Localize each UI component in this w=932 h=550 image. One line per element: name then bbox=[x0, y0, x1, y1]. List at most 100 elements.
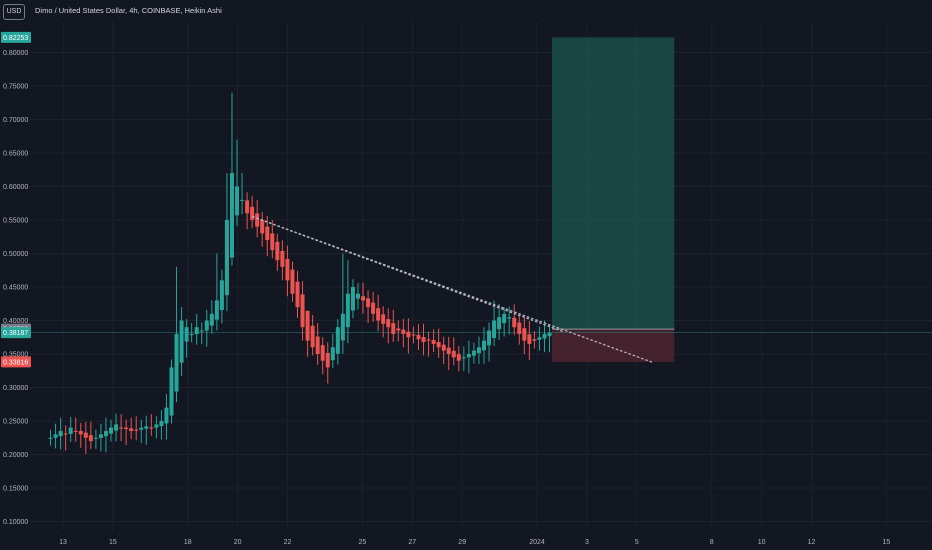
price-label-box bbox=[1, 327, 31, 339]
candle-body bbox=[270, 233, 275, 251]
currency-button[interactable]: USD bbox=[3, 4, 25, 20]
candle-body bbox=[401, 329, 406, 334]
y-tick-label: 0.40000 bbox=[3, 318, 28, 325]
candle-body bbox=[68, 427, 73, 434]
candle-body bbox=[497, 317, 502, 330]
candle-body bbox=[542, 333, 547, 339]
candle-body bbox=[310, 325, 315, 348]
candle-body bbox=[250, 206, 255, 220]
candle-body bbox=[179, 320, 184, 363]
candle-body bbox=[255, 213, 260, 227]
candle-body bbox=[532, 339, 537, 341]
candle-body bbox=[391, 323, 396, 334]
candle-body bbox=[240, 199, 245, 201]
candle-body bbox=[194, 327, 199, 335]
candle-body bbox=[219, 280, 224, 311]
candle-body bbox=[214, 300, 219, 320]
x-tick-label: 8 bbox=[710, 539, 714, 546]
candle-body bbox=[330, 347, 335, 361]
x-tick-label: 13 bbox=[59, 539, 67, 546]
candle-body bbox=[164, 407, 169, 424]
y-tick-label: 0.70000 bbox=[3, 117, 28, 124]
candle-body bbox=[124, 427, 129, 430]
y-tick-label: 0.50000 bbox=[3, 251, 28, 258]
x-tick-label: 25 bbox=[359, 539, 367, 546]
candle-body bbox=[159, 421, 164, 426]
candle-body bbox=[204, 320, 209, 331]
y-tick-label: 0.30000 bbox=[3, 385, 28, 392]
x-tick-label: 20 bbox=[234, 539, 242, 546]
candle-body bbox=[285, 258, 290, 281]
candle-body bbox=[461, 357, 466, 359]
candle-body bbox=[305, 310, 310, 341]
candle-body bbox=[350, 287, 355, 311]
candle-body bbox=[451, 350, 456, 358]
candle-body bbox=[507, 317, 512, 319]
candle-body bbox=[315, 336, 320, 354]
x-tick-label: 12 bbox=[808, 539, 816, 546]
candle-body bbox=[103, 431, 108, 437]
candles bbox=[48, 92, 552, 454]
candle-body bbox=[436, 342, 441, 348]
candle-body bbox=[371, 302, 376, 314]
candle-body bbox=[396, 328, 401, 331]
candle-body bbox=[290, 269, 295, 294]
candle-body bbox=[522, 328, 527, 341]
candle-body bbox=[381, 314, 386, 324]
candle-body bbox=[98, 434, 103, 438]
candle-body bbox=[340, 313, 345, 341]
candle-body bbox=[154, 424, 159, 428]
y-tick-label: 0.60000 bbox=[3, 184, 28, 191]
candle-body bbox=[275, 241, 280, 261]
candle-body bbox=[471, 350, 476, 356]
candle-body bbox=[144, 426, 149, 429]
target-zone bbox=[552, 37, 675, 330]
candle-body bbox=[295, 281, 300, 308]
candle-body bbox=[189, 333, 194, 335]
candle-body bbox=[411, 334, 416, 336]
trendline bbox=[251, 215, 653, 363]
candle-body bbox=[325, 352, 330, 368]
candle-body bbox=[512, 317, 517, 328]
candle-body bbox=[466, 354, 471, 358]
candle-body bbox=[355, 293, 360, 299]
candle-body bbox=[58, 431, 63, 437]
candle-body bbox=[224, 220, 229, 296]
candle-body bbox=[335, 327, 340, 354]
candle-body bbox=[265, 226, 270, 241]
price-label-box bbox=[1, 31, 31, 43]
price-label: 0.33816 bbox=[3, 359, 28, 366]
candle-body bbox=[547, 332, 552, 337]
candle-body bbox=[492, 320, 497, 338]
y-tick-label: 0.75000 bbox=[3, 84, 28, 91]
candle-body bbox=[229, 173, 234, 258]
candle-body bbox=[441, 344, 446, 351]
x-tick-label: 18 bbox=[184, 539, 192, 546]
candle-body bbox=[416, 334, 421, 340]
candle-body bbox=[73, 430, 78, 432]
x-tick-label: 10 bbox=[758, 539, 766, 546]
candle-body bbox=[527, 334, 532, 344]
candle-body bbox=[169, 367, 174, 416]
x-tick-label: 15 bbox=[109, 539, 117, 546]
y-tick-label: 0.35000 bbox=[3, 352, 28, 359]
candle-body bbox=[119, 427, 124, 429]
candle-body bbox=[386, 319, 391, 328]
candle-body bbox=[149, 427, 154, 429]
x-tick-label: 22 bbox=[284, 539, 292, 546]
candle-body bbox=[487, 330, 492, 346]
stop-zone bbox=[552, 329, 675, 362]
y-tick-label: 0.20000 bbox=[3, 452, 28, 459]
candle-body bbox=[431, 340, 436, 344]
candle-body bbox=[63, 433, 68, 435]
candle-body bbox=[280, 250, 285, 267]
candle-body bbox=[114, 424, 119, 431]
candle-body bbox=[300, 294, 305, 328]
candle-body bbox=[366, 298, 371, 308]
x-tick-label: 2024 bbox=[529, 539, 545, 546]
candle-body bbox=[361, 296, 366, 301]
y-tick-label: 0.25000 bbox=[3, 419, 28, 426]
